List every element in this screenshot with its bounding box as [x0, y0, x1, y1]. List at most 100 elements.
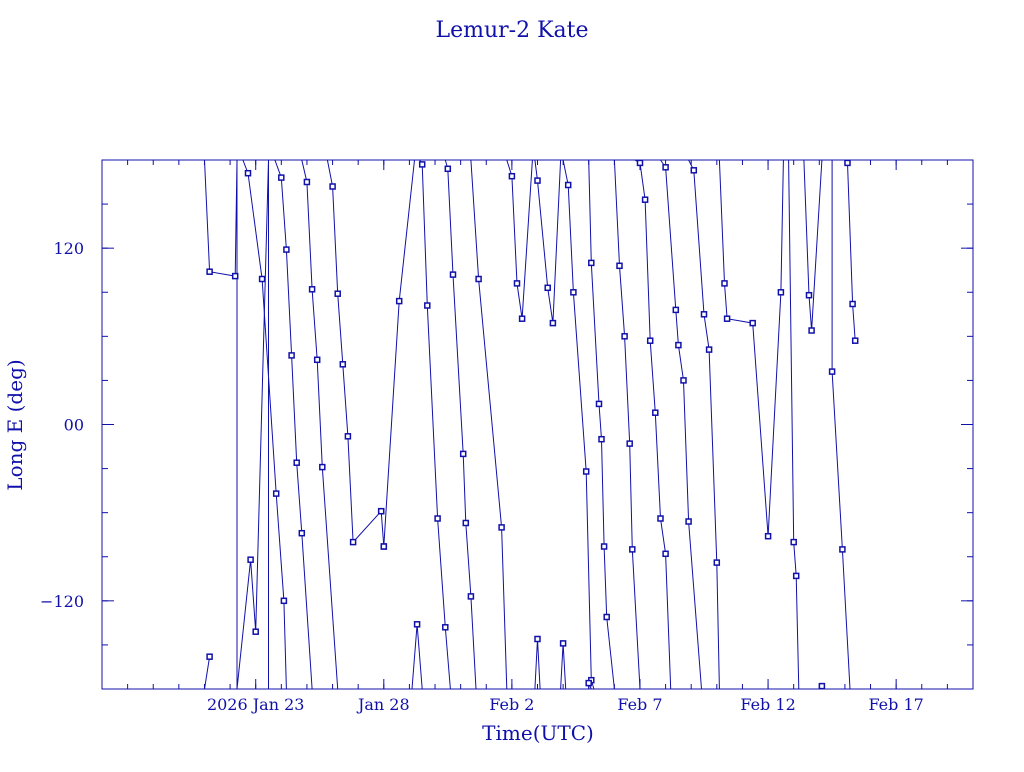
x-tick-label: 2026 Jan 23 — [207, 695, 305, 714]
data-markers — [206, 159, 859, 690]
data-point — [657, 515, 664, 522]
data-point — [749, 319, 756, 327]
series-line — [274, 159, 313, 690]
series-line — [562, 159, 595, 690]
data-point — [675, 341, 682, 349]
data-point — [293, 459, 300, 466]
data-point — [777, 289, 785, 296]
x-tick-label: Feb 7 — [617, 695, 662, 714]
series-line — [660, 159, 702, 690]
data-point — [339, 361, 347, 368]
series-line — [788, 159, 800, 690]
data-point — [513, 280, 521, 287]
data-point — [247, 556, 254, 563]
data-point — [598, 435, 605, 443]
data-point — [418, 161, 426, 168]
data-point — [206, 268, 213, 275]
data-point — [595, 400, 603, 408]
data-point — [329, 183, 336, 190]
data-point — [272, 490, 280, 497]
series-line — [534, 159, 562, 324]
data-point — [792, 572, 800, 580]
data-point — [349, 538, 357, 546]
data-point — [334, 290, 341, 297]
data-point — [662, 550, 669, 558]
data-point — [544, 284, 551, 292]
data-point — [298, 529, 306, 537]
data-point — [280, 597, 288, 605]
data-point — [588, 259, 595, 267]
data-point — [808, 327, 815, 334]
data-point — [705, 346, 713, 353]
data-point — [206, 653, 213, 660]
series-line — [588, 159, 615, 690]
data-point — [377, 507, 385, 515]
data-point — [851, 337, 859, 344]
series-line — [560, 643, 567, 690]
data-point — [849, 300, 856, 308]
data-point — [839, 546, 846, 553]
x-tick-label: Feb 2 — [489, 695, 534, 714]
data-point — [498, 524, 505, 531]
data-point — [636, 159, 644, 167]
data-point — [258, 275, 266, 283]
data-point — [459, 450, 467, 458]
data-point — [603, 613, 610, 621]
data-point — [278, 174, 285, 181]
series-line — [411, 624, 423, 690]
data-point — [283, 246, 290, 253]
data-point — [518, 315, 526, 322]
data-point — [462, 519, 470, 527]
data-point — [790, 538, 797, 546]
axis-tick-labels: 2026 Jan 23 Jan 28 Feb 2 Feb 7 Feb 12 Feb 17 1… — [40, 239, 924, 714]
data-point — [319, 463, 326, 471]
series-line — [803, 159, 823, 331]
axis-ticks — [101, 159, 974, 690]
series-line — [534, 638, 541, 690]
data-point — [549, 319, 557, 327]
data-point — [442, 624, 449, 631]
series-line — [831, 160, 851, 690]
data-point — [508, 172, 516, 180]
chart-title: Lemur-2 Kate — [435, 18, 588, 43]
data-point — [680, 377, 687, 384]
series-line — [383, 159, 415, 547]
series-line — [301, 159, 339, 690]
data-point — [685, 518, 692, 525]
data-point — [672, 306, 680, 314]
data-point — [559, 640, 567, 647]
data-point — [585, 679, 592, 687]
series-line — [242, 159, 287, 690]
series-line — [634, 159, 672, 690]
series-line — [326, 159, 385, 547]
series-line — [204, 159, 274, 690]
series-line — [718, 159, 784, 537]
data-point — [313, 356, 321, 364]
data-point — [475, 275, 482, 283]
data-point — [424, 302, 431, 309]
data-series — [204, 159, 856, 690]
plot-frame — [101, 159, 974, 690]
data-point — [700, 311, 708, 318]
series-line — [419, 159, 451, 690]
data-point — [308, 286, 316, 293]
data-point — [534, 635, 541, 643]
series-line — [613, 159, 641, 690]
data-point — [662, 164, 669, 171]
y-tick-label: −120 — [40, 592, 84, 611]
data-point — [723, 315, 731, 322]
data-point — [413, 621, 421, 628]
y-tick-label: 00 — [64, 416, 84, 435]
data-point — [449, 271, 457, 278]
x-tick-label: Jan 28 — [356, 695, 410, 714]
data-point — [626, 440, 633, 447]
series-line — [506, 159, 533, 319]
series-line — [688, 159, 720, 690]
data-point — [564, 181, 572, 189]
x-tick-label: Feb 12 — [740, 695, 795, 714]
data-point — [344, 433, 352, 440]
data-point — [467, 593, 475, 600]
series-line — [444, 159, 477, 690]
data-point — [690, 167, 698, 174]
